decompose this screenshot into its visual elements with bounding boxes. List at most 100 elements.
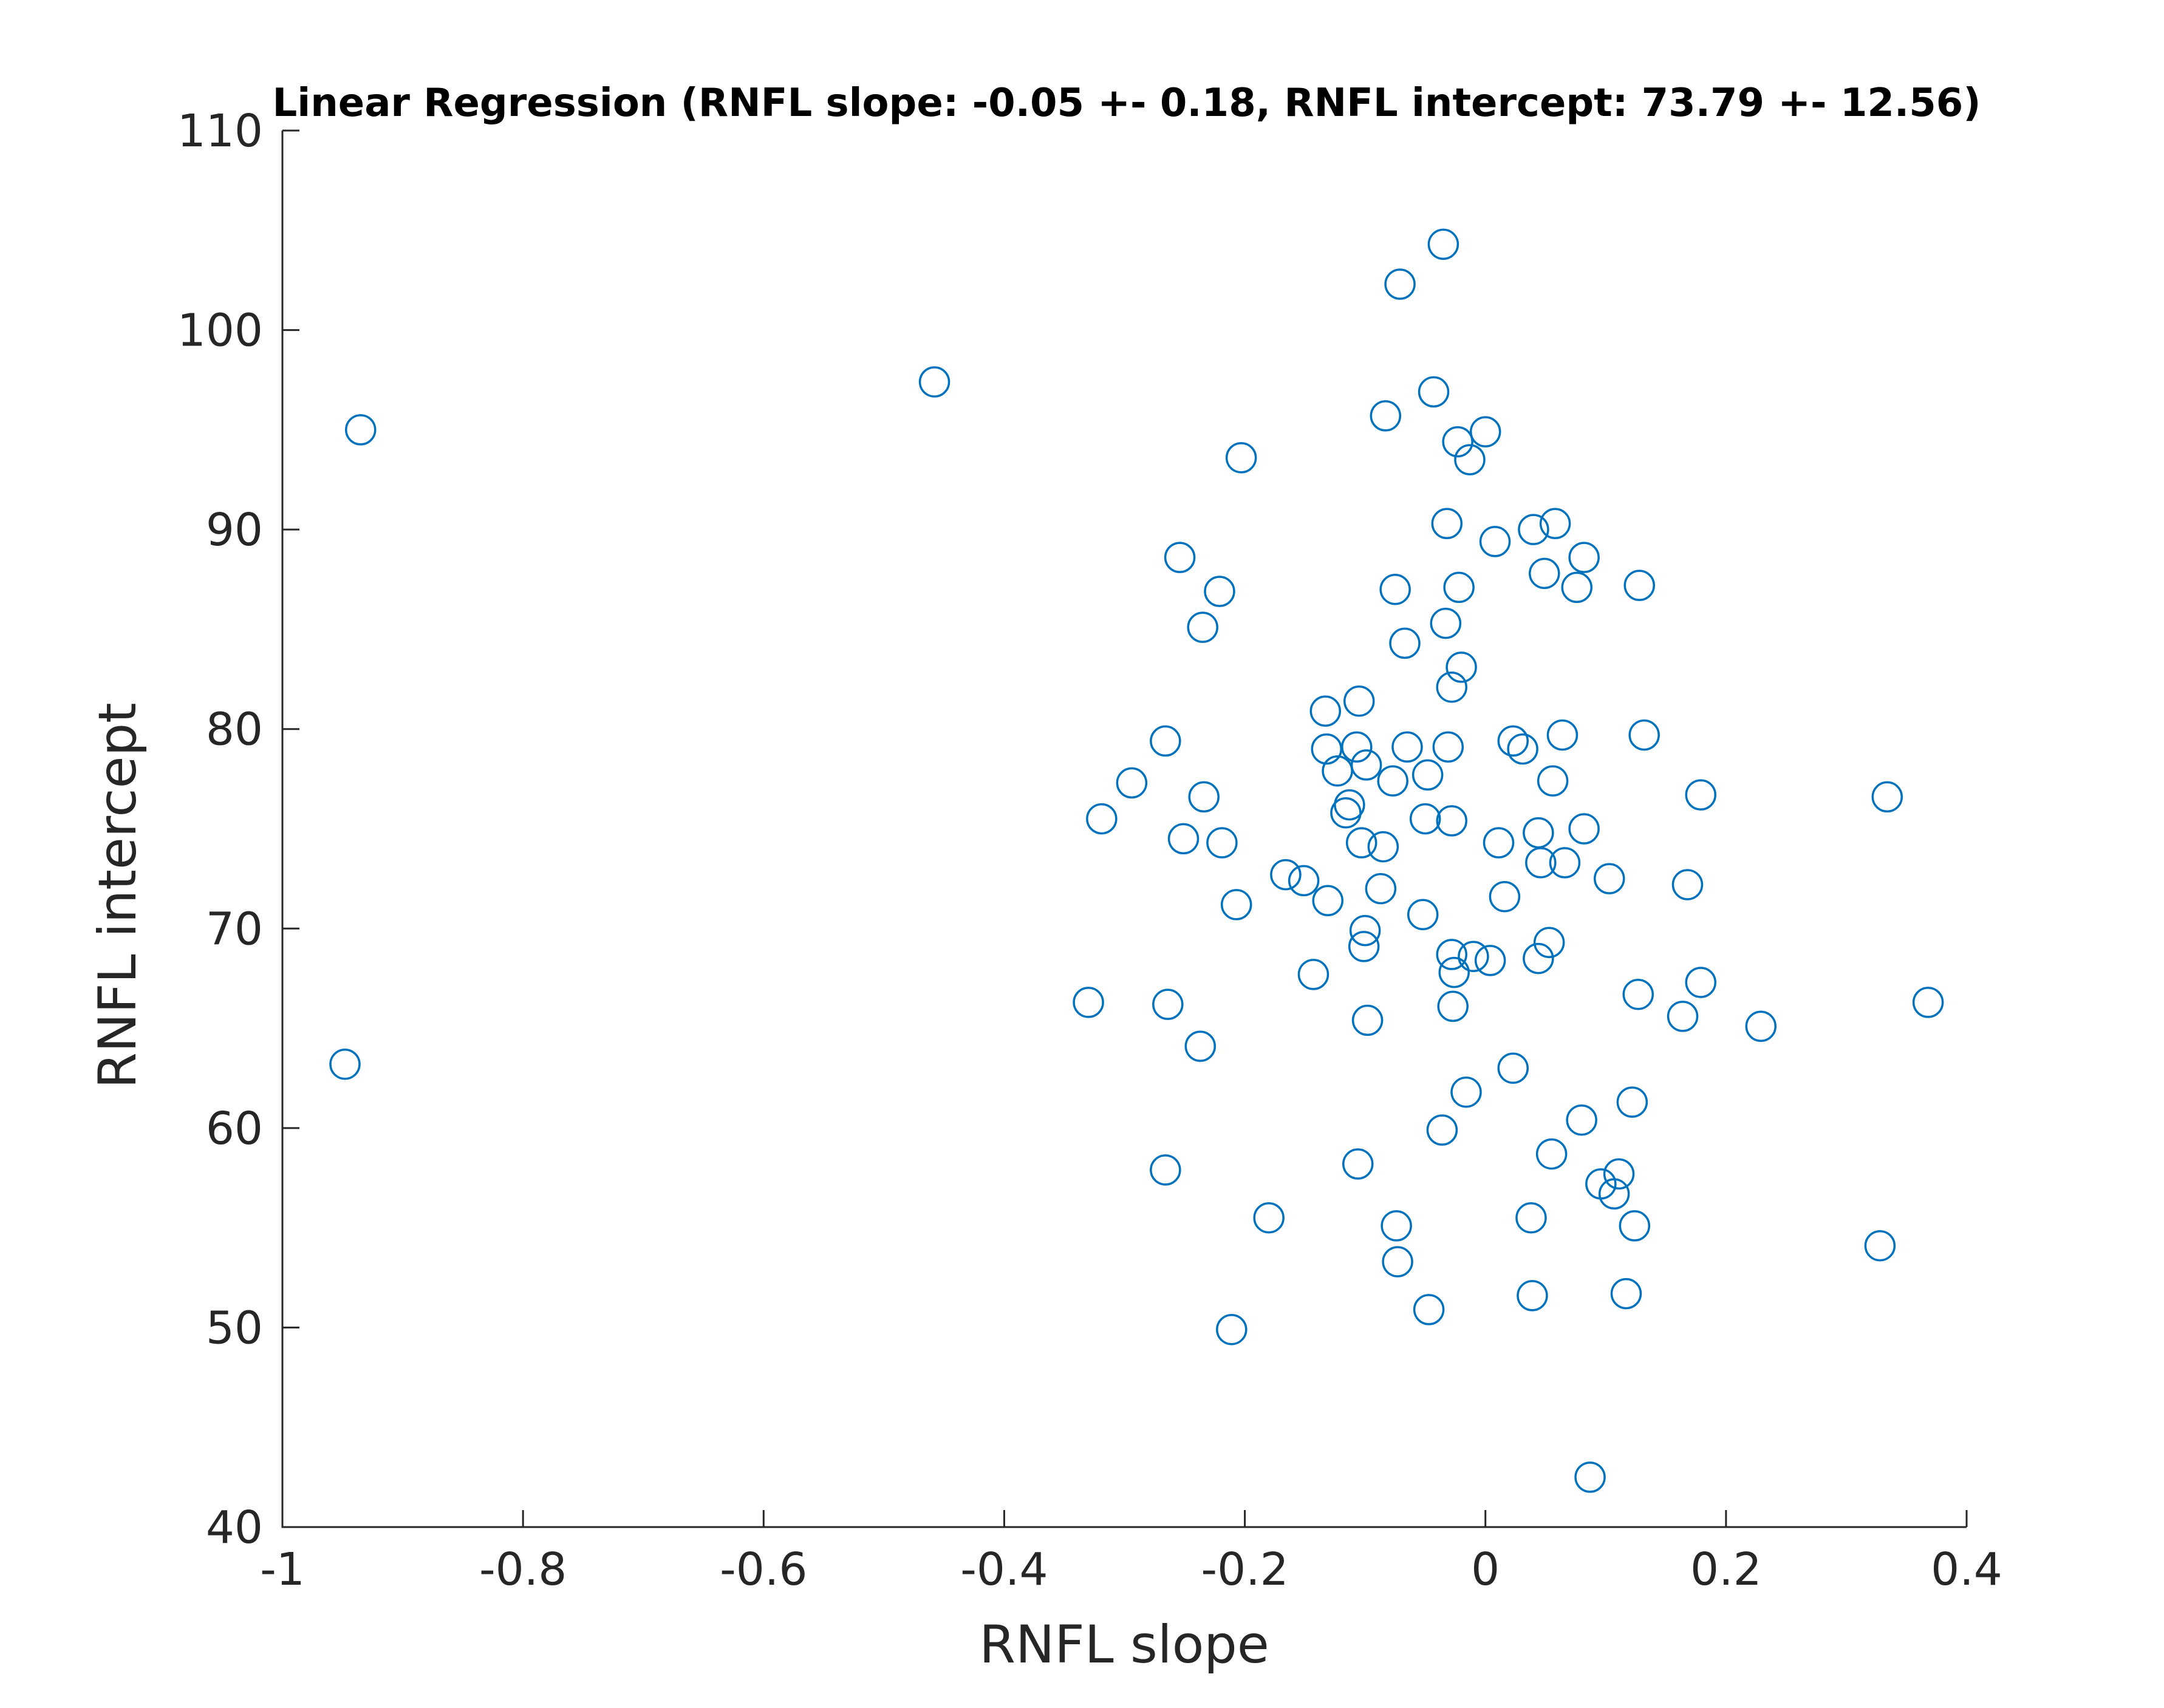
data-point: [1188, 781, 1220, 813]
data-point: [1220, 889, 1252, 920]
data-point: [1167, 823, 1200, 855]
data-point: [1871, 781, 1903, 813]
data-point: [1745, 1010, 1777, 1043]
data-point: [1436, 939, 1468, 970]
data-point: [1409, 803, 1441, 835]
data-point: [1351, 1004, 1384, 1036]
data-point: [1350, 749, 1382, 781]
x-tick-label: -0.4: [960, 1543, 1048, 1596]
data-point: [1525, 847, 1557, 879]
y-tick-label: 110: [177, 105, 263, 157]
data-points: [329, 228, 1944, 1493]
data-point: [1365, 873, 1397, 905]
data-point: [1529, 557, 1560, 590]
data-point: [1598, 1178, 1630, 1210]
y-tick-label: 40: [206, 1502, 263, 1554]
data-point: [1343, 685, 1375, 717]
data-point: [1206, 827, 1238, 859]
data-point: [1515, 1202, 1547, 1234]
data-point: [1685, 967, 1717, 998]
data-point: [1574, 1461, 1606, 1493]
data-point: [1864, 1230, 1896, 1262]
data-point: [1309, 695, 1342, 727]
data-point: [1566, 1104, 1597, 1136]
data-point: [1225, 442, 1257, 474]
data-point: [1549, 847, 1581, 879]
data-point: [1458, 941, 1489, 973]
data-point: [1507, 733, 1538, 765]
data-point: [1628, 719, 1660, 751]
data-point: [1288, 865, 1320, 897]
data-point: [1341, 731, 1373, 763]
y-axis-label: RNFL intercept: [87, 703, 148, 1089]
data-point: [344, 414, 377, 446]
data-point: [1312, 885, 1343, 917]
data-point: [1432, 731, 1464, 763]
data-point: [1407, 899, 1439, 931]
y-tick-label: 90: [206, 504, 263, 556]
data-point: [1546, 719, 1579, 751]
x-tick-label: 0.2: [1690, 1543, 1762, 1596]
axis-box-left-bottom: [281, 131, 1967, 1528]
y-tick-label: 70: [206, 903, 263, 955]
data-point: [1370, 400, 1402, 432]
data-point: [329, 1048, 361, 1080]
data-point: [1187, 611, 1218, 643]
data-point: [1073, 987, 1104, 1018]
data-point: [1610, 1278, 1642, 1310]
data-point: [1685, 779, 1717, 811]
data-point: [1204, 576, 1235, 607]
x-tick-label: 0.4: [1931, 1543, 2002, 1596]
data-point: [1311, 733, 1343, 765]
data-point: [1523, 942, 1554, 975]
x-axis-label: RNFL slope: [979, 1614, 1269, 1675]
axes: [281, 131, 1967, 1528]
data-point: [1426, 1114, 1458, 1146]
x-tick-label: -1: [260, 1543, 305, 1596]
data-point: [1667, 1001, 1699, 1032]
data-point: [1349, 914, 1381, 947]
data-point: [1391, 731, 1423, 763]
data-point: [1150, 725, 1181, 757]
data-point: [1518, 514, 1549, 545]
data-point: [1367, 831, 1399, 863]
data-point: [1334, 789, 1365, 821]
data-point: [1348, 931, 1380, 962]
data-point: [1489, 880, 1521, 913]
x-tick-label: 0: [1471, 1543, 1500, 1596]
data-point: [1384, 268, 1416, 300]
data-point: [1382, 1246, 1413, 1278]
data-point: [1438, 956, 1470, 988]
x-tick-label: -0.8: [479, 1543, 567, 1596]
data-point: [1568, 542, 1600, 573]
y-tick-label: 60: [206, 1103, 263, 1155]
data-point: [1377, 765, 1408, 797]
data-point: [1430, 607, 1462, 639]
data-point: [1537, 765, 1569, 797]
data-point: [1443, 571, 1475, 604]
data-point: [918, 366, 951, 398]
data-point: [1622, 978, 1654, 1010]
data-point: [1623, 570, 1655, 601]
data-point: [1561, 571, 1592, 604]
data-point: [1431, 508, 1463, 540]
x-tick-label: -0.6: [720, 1543, 807, 1596]
data-point: [1523, 817, 1554, 849]
data-point: [1483, 827, 1515, 859]
data-point: [1270, 859, 1302, 891]
data-point: [1381, 1210, 1412, 1242]
y-tick-label: 50: [206, 1302, 263, 1354]
data-point: [1322, 755, 1353, 787]
data-point: [1497, 1052, 1529, 1084]
data-point: [1150, 1154, 1181, 1186]
data-point: [1379, 573, 1411, 605]
data-point: [1535, 1138, 1568, 1170]
data-point: [1585, 1168, 1617, 1200]
data-point: [1474, 945, 1506, 976]
y-tick-label: 80: [206, 704, 263, 756]
data-point: [1619, 1210, 1651, 1242]
data-point: [1152, 988, 1184, 1020]
data-point: [1342, 1148, 1374, 1180]
data-point: [1539, 508, 1571, 540]
